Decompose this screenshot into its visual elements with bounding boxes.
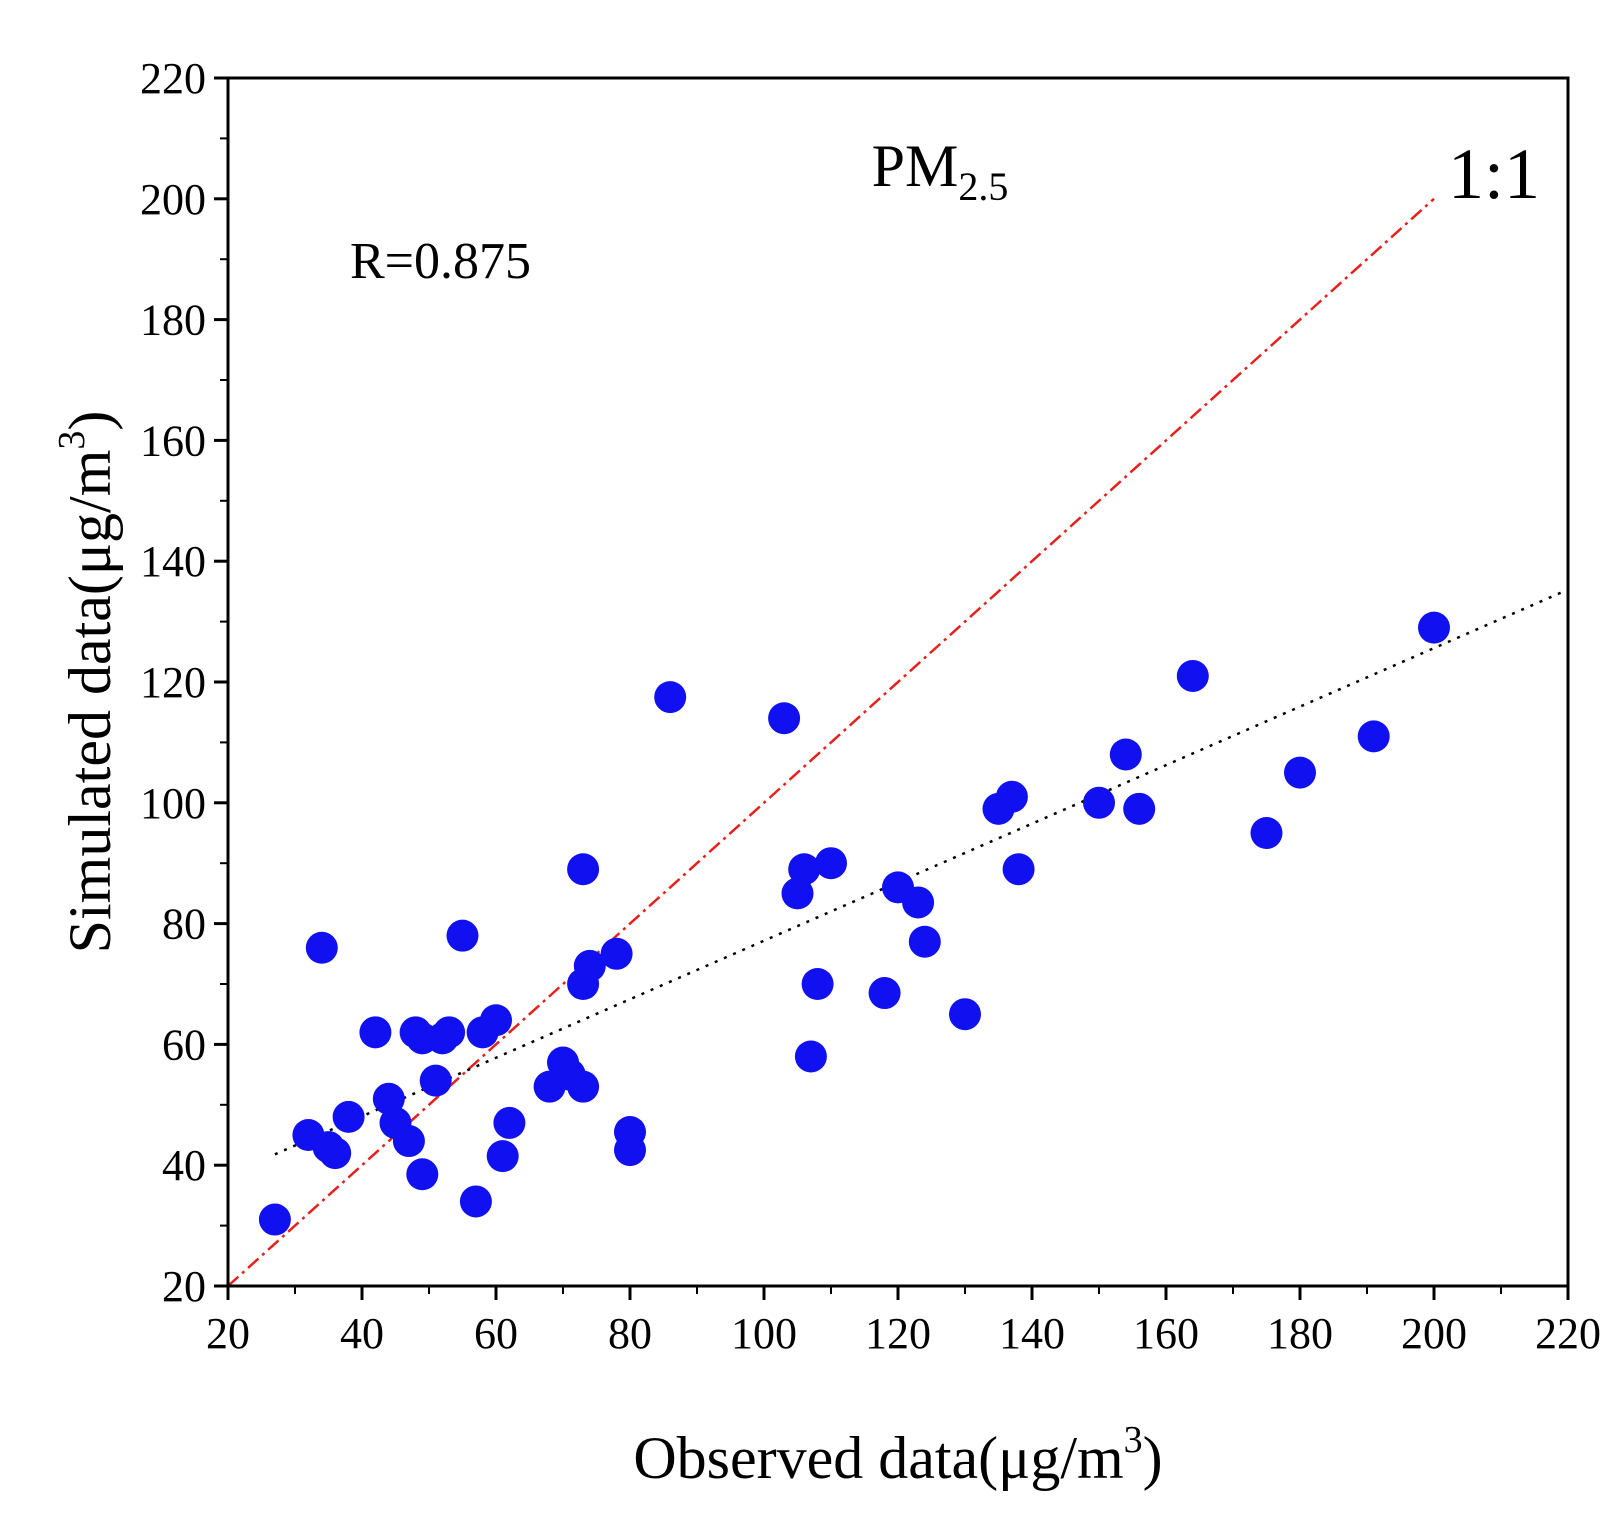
data-point	[493, 1106, 526, 1139]
y-tick-label: 40	[162, 1141, 206, 1190]
data-point	[319, 1137, 352, 1170]
data-point	[794, 1040, 827, 1073]
data-point	[1083, 786, 1115, 819]
one-to-one-label: 1:1	[1448, 134, 1540, 214]
x-axis-title-close: )	[1143, 1425, 1163, 1491]
x-axis-title-sup: 3	[1124, 1419, 1143, 1461]
y-tick-label: 180	[140, 296, 206, 345]
plot-frame	[226, 76, 1570, 1288]
x-tick-label: 200	[1401, 1309, 1467, 1358]
data-point	[1418, 611, 1450, 644]
chart-title-main: PM	[872, 133, 959, 199]
data-point	[359, 1016, 392, 1049]
data-point	[480, 1004, 512, 1037]
data-point	[406, 1158, 439, 1191]
data-point	[614, 1134, 646, 1167]
x-tick-label: 160	[1133, 1309, 1199, 1358]
y-tick-label: 60	[162, 1020, 206, 1069]
data-point	[392, 1125, 425, 1158]
x-tick-label: 180	[1267, 1309, 1333, 1358]
data-point	[801, 968, 834, 1000]
data-point	[868, 977, 901, 1010]
x-axis-title-main: Observed data(μg/m	[633, 1425, 1123, 1491]
data-point	[332, 1100, 365, 1133]
data-point	[446, 919, 479, 952]
y-tick-label: 120	[140, 658, 206, 707]
y-axis-title-main: Simulated data(μg/m	[57, 450, 123, 954]
x-tick-label: 100	[731, 1309, 797, 1358]
data-point	[1123, 792, 1156, 825]
data-point	[908, 925, 941, 958]
data-point	[600, 937, 633, 970]
data-point	[459, 1185, 492, 1218]
data-point	[1002, 853, 1035, 886]
data-point	[419, 1064, 452, 1097]
data-point	[995, 780, 1028, 813]
y-tick-label: 160	[140, 416, 206, 465]
data-point	[1357, 720, 1390, 753]
chart-title: PM2.5	[872, 133, 1009, 209]
y-tick-label: 200	[140, 175, 206, 224]
y-tick-label: 220	[140, 54, 206, 103]
y-axis-title-sup: 3	[51, 431, 93, 450]
data-point	[573, 949, 606, 982]
y-tick-label: 20	[162, 1262, 206, 1311]
data-point	[258, 1203, 291, 1236]
x-tick-label: 60	[474, 1309, 518, 1358]
data-point	[567, 1070, 600, 1103]
data-points	[258, 611, 1450, 1236]
x-axis-title: Observed data(μg/m3)	[633, 1419, 1162, 1491]
y-tick-label: 80	[162, 900, 206, 949]
y-tick-label: 100	[140, 779, 206, 828]
data-point	[654, 681, 687, 714]
data-point	[1284, 756, 1316, 789]
data-point	[902, 886, 935, 919]
x-tick-label: 80	[608, 1309, 652, 1358]
data-point	[433, 1016, 466, 1049]
x-tick-label: 120	[865, 1309, 931, 1358]
x-tick-label: 20	[206, 1309, 250, 1358]
chart-title-subscript: 2.5	[958, 164, 1008, 209]
x-tick-label: 220	[1535, 1309, 1601, 1358]
correlation-annotation: R=0.875	[350, 233, 531, 290]
data-point	[768, 702, 801, 735]
y-axis-title: Simulated data(μg/m3)	[51, 411, 123, 954]
data-point	[949, 998, 981, 1031]
data-point	[1109, 738, 1142, 771]
data-point	[815, 847, 847, 880]
chart-lines	[227, 197, 1569, 1287]
y-tick-label: 140	[140, 537, 206, 586]
data-point	[781, 877, 814, 910]
x-tick-label: 140	[999, 1309, 1065, 1358]
data-point	[372, 1082, 405, 1115]
data-point	[1176, 659, 1209, 692]
data-point	[788, 853, 821, 886]
data-point	[1250, 817, 1283, 849]
x-tick-label: 40	[340, 1309, 384, 1358]
data-point	[305, 931, 338, 964]
data-point	[567, 853, 600, 886]
data-point	[486, 1140, 519, 1173]
axis-tick-labels: 20 40 60 80 100 120 140 160 180 200 220 20 40 60 80 100…	[140, 54, 1601, 1358]
y-axis-title-close: )	[57, 411, 123, 431]
one-to-one-line	[227, 197, 1435, 1287]
